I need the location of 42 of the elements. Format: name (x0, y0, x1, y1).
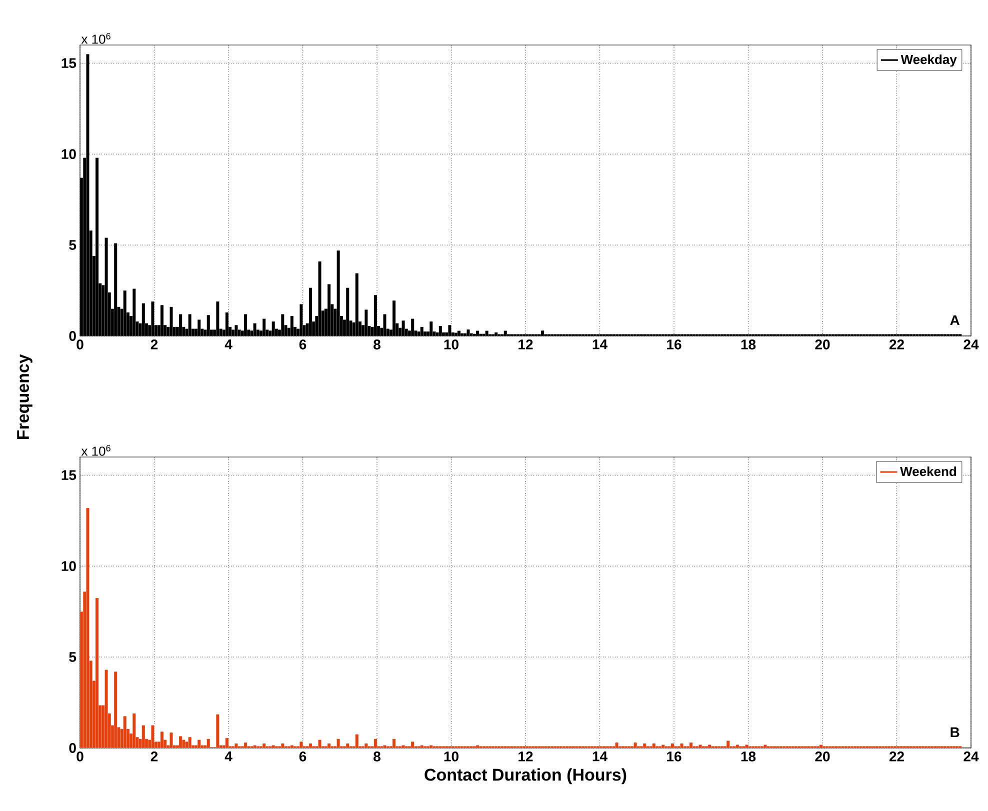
x-tick-label: 20 (815, 752, 830, 762)
legend-label: Weekend (900, 466, 956, 476)
text: x 10$^{6}$ (81, 444, 110, 456)
y-tick-label: 10 (62, 149, 76, 160)
y-tick-label: 5 (69, 240, 76, 250)
x-axis-title: Contact Duration (Hours) (424, 768, 626, 784)
x-tick-label: 24 (964, 752, 979, 762)
x-tick-label: 4 (224, 752, 232, 762)
annotation: B (950, 727, 960, 738)
x-tick-label: 12 (518, 340, 533, 350)
x-tick-label: 24 (964, 340, 979, 350)
x-tick-label: 4 (224, 340, 232, 350)
y-tick-label: 15 (62, 58, 76, 68)
x-tick-label: 6 (299, 752, 306, 762)
x-tick-label: 16 (667, 340, 682, 350)
y-tick-label: 10 (62, 561, 76, 572)
x-tick-label: 10 (444, 340, 458, 350)
x-tick-label: 18 (741, 752, 756, 762)
x-tick-label: 2 (150, 752, 158, 762)
x-tick-label: 2 (150, 340, 158, 350)
y-tick-label: 0 (69, 331, 76, 341)
x-tick-label: 0 (76, 752, 84, 762)
x-tick-label: 8 (374, 752, 380, 762)
y-tick-label: 5 (69, 652, 76, 662)
annotation: A (950, 315, 960, 326)
x-tick-label: 14 (592, 752, 608, 762)
x-tick-label: 20 (815, 340, 830, 350)
x-tick-label: 16 (667, 752, 682, 762)
y-axis-title: Frequency (17, 354, 32, 439)
x-tick-label: 18 (741, 340, 756, 350)
x-tick-label: 0 (76, 340, 84, 350)
y-tick-label: 15 (62, 470, 76, 480)
legend-label: Weekday (900, 54, 957, 67)
x-tick-label: 6 (299, 340, 306, 350)
x-tick-label: 14 (592, 340, 608, 350)
x-tick-label: 22 (889, 752, 904, 762)
x-tick-label: 12 (518, 752, 533, 762)
x-tick-label: 10 (444, 752, 458, 762)
y-tick-label: 0 (69, 743, 76, 753)
text: x 10$^{6}$ (81, 32, 110, 44)
x-tick-label: 22 (889, 340, 904, 350)
x-tick-label: 8 (374, 340, 380, 350)
